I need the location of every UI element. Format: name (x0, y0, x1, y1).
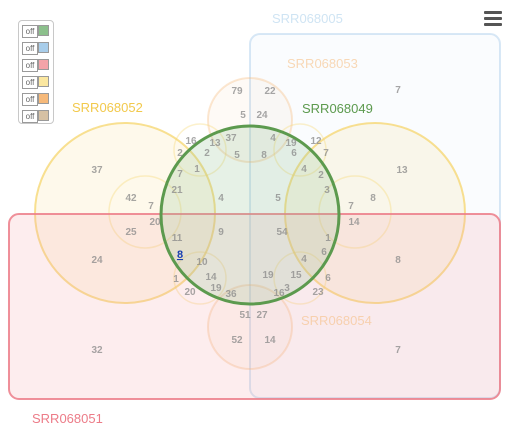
region-count[interactable]: 2 (204, 148, 210, 159)
region-count[interactable]: 23 (312, 287, 324, 298)
region-count[interactable]: 21 (171, 185, 183, 196)
region-count[interactable]: 27 (256, 310, 268, 321)
region-count[interactable]: 1 (194, 164, 200, 175)
set-shape-pink[interactable] (8, 213, 501, 400)
region-count[interactable]: 7 (177, 169, 183, 180)
region-count[interactable]: 1 (325, 233, 331, 244)
region-count[interactable]: 54 (276, 227, 288, 238)
region-count[interactable]: 9 (218, 227, 224, 238)
set-shape-small-5 (173, 251, 227, 305)
legend-item-2[interactable]: off (22, 59, 50, 72)
set-shape-small-4 (318, 175, 392, 249)
legend-toggle-button[interactable]: off (22, 76, 38, 89)
region-count[interactable]: 36 (225, 289, 237, 300)
set-label-blue: SRR068005 (272, 11, 343, 26)
region-count[interactable]: 15 (290, 270, 302, 281)
region-count[interactable]: 4 (218, 193, 224, 204)
legend-toggle-button[interactable]: off (22, 93, 38, 106)
region-count[interactable]: 42 (125, 193, 137, 204)
region-count[interactable]: 5 (275, 193, 281, 204)
legend-swatch (38, 42, 49, 53)
region-count[interactable]: 5 (234, 150, 240, 161)
region-count[interactable]: 25 (125, 227, 137, 238)
region-count[interactable]: 10 (196, 257, 208, 268)
region-count[interactable]: 1 (173, 274, 179, 285)
region-count[interactable]: 20 (149, 217, 161, 228)
region-count[interactable]: 51 (239, 310, 251, 321)
region-count[interactable]: 37 (225, 133, 237, 144)
region-count[interactable]: 8 (261, 150, 267, 161)
legend-toggle-button[interactable]: off (22, 42, 38, 55)
region-count[interactable]: 14 (264, 335, 276, 346)
region-count[interactable]: 2 (177, 148, 183, 159)
region-count[interactable]: 12 (310, 136, 322, 147)
region-count[interactable]: 8 (370, 193, 376, 204)
region-count[interactable]: 13 (209, 138, 221, 149)
legend-item-5[interactable]: off (22, 110, 50, 123)
legend-toggle-button[interactable]: off (22, 25, 38, 38)
region-count[interactable]: 37 (91, 165, 103, 176)
set-label-pink: SRR068051 (32, 411, 103, 426)
region-count[interactable]: 79 (231, 86, 243, 97)
region-count[interactable]: 24 (256, 110, 268, 121)
legend-toggle-button[interactable]: off (22, 110, 38, 123)
region-count[interactable]: 19 (262, 270, 274, 281)
legend-item-3[interactable]: off (22, 76, 50, 89)
set-shape-small-3 (108, 175, 182, 249)
region-count[interactable]: 2 (318, 170, 324, 181)
set-label-orange: SRR068053 (287, 56, 358, 71)
region-count[interactable]: 7 (323, 148, 329, 159)
legend-swatch (38, 25, 49, 36)
region-count[interactable]: 4 (301, 254, 307, 265)
region-count[interactable]: 4 (301, 164, 307, 175)
region-count[interactable]: 13 (396, 165, 408, 176)
region-count[interactable]: 6 (321, 247, 327, 258)
region-count[interactable]: 19 (210, 283, 222, 294)
set-shape-tan[interactable] (207, 284, 293, 370)
legend-swatch (38, 76, 49, 87)
region-count[interactable]: 4 (270, 133, 276, 144)
legend-swatch (38, 110, 49, 121)
region-count[interactable]: 14 (348, 217, 360, 228)
region-count[interactable]: 5 (240, 110, 246, 121)
region-count[interactable]: 7 (395, 85, 401, 96)
set-shape-orange[interactable] (207, 77, 293, 163)
menu-icon[interactable] (484, 11, 502, 27)
region-count[interactable]: 32 (91, 345, 103, 356)
set-shape-small-2 (273, 123, 327, 177)
region-count[interactable]: 7 (148, 201, 154, 212)
region-count[interactable]: 7 (395, 345, 401, 356)
legend-swatch (38, 93, 49, 104)
region-count[interactable]: 6 (291, 148, 297, 159)
set-shape-small-6 (273, 251, 327, 305)
region-count[interactable]: 8 (395, 255, 401, 266)
region-count[interactable]: 52 (231, 335, 243, 346)
region-count[interactable]: 19 (285, 138, 297, 149)
region-count-highlighted[interactable]: 8 (177, 249, 183, 261)
region-count[interactable]: 16 (185, 136, 197, 147)
region-count[interactable]: 22 (264, 86, 276, 97)
set-shape-small-1 (173, 123, 227, 177)
region-count[interactable]: 16 (273, 288, 285, 299)
legend-toggle-button[interactable]: off (22, 59, 38, 72)
region-count[interactable]: 6 (325, 273, 331, 284)
set-label-tan: SRR068054 (301, 313, 372, 328)
region-count[interactable]: 3 (284, 283, 290, 294)
region-count[interactable]: 14 (205, 272, 217, 283)
set-shape-green[interactable] (159, 124, 341, 306)
set-label-yellow: SRR068052 (72, 100, 143, 115)
region-count[interactable]: 7 (348, 201, 354, 212)
legend-swatch (38, 59, 49, 70)
legend-item-4[interactable]: off (22, 93, 50, 106)
legend-panel: off off off off off off (18, 20, 54, 124)
legend-item-1[interactable]: off (22, 42, 50, 55)
legend-item-0[interactable]: off (22, 25, 50, 38)
region-count[interactable]: 11 (172, 233, 183, 244)
region-count[interactable]: 24 (91, 255, 103, 266)
set-label-green: SRR068049 (302, 101, 373, 116)
region-count[interactable]: 20 (184, 287, 196, 298)
region-count[interactable]: 3 (324, 185, 330, 196)
